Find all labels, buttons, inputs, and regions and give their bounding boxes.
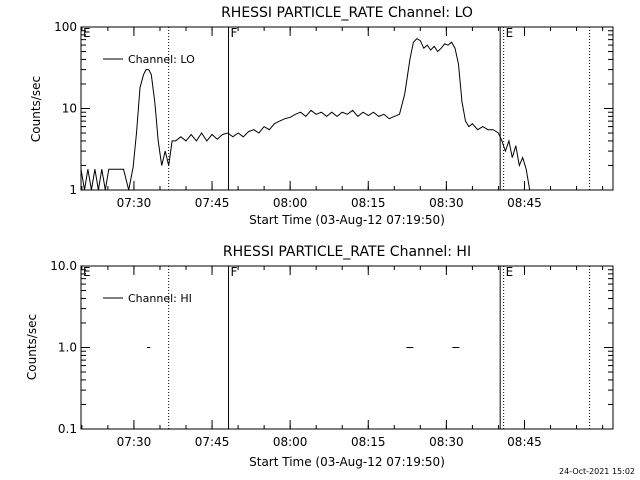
lo-plot-frame (80, 26, 614, 191)
lo-axis-ticks: 07:30 07:45 08:00 08:15 08:30 08:45 1 10 100 (54, 20, 613, 210)
x-tick-label: 08:45 (507, 435, 542, 449)
time-marker-label: F (231, 26, 238, 40)
x-tick-label: 08:15 (351, 435, 386, 449)
lo-series-group (80, 37, 531, 191)
x-tick-label: 08:00 (273, 435, 308, 449)
lo-chart-title: RHESSI PARTICLE_RATE Channel: LO (221, 5, 473, 21)
render-timestamp: 24-Oct-2021 15:02 (559, 467, 635, 476)
y-tick-label: 10 (62, 102, 77, 116)
y-tick-label: 0.1 (58, 422, 77, 436)
hi-legend: Channel: HI (103, 292, 192, 305)
time-marker-label: E (83, 265, 91, 279)
lo-legend-label: Channel: LO (128, 53, 195, 66)
time-marker-label: F (231, 265, 238, 279)
lo-channel-panel: RHESSI PARTICLE_RATE Channel: LO Counts/… (29, 5, 614, 227)
series-line (80, 37, 531, 191)
hi-x-axis-label: Start Time (03-Aug-12 07:19:50) (249, 455, 445, 469)
lo-x-axis-label: Start Time (03-Aug-12 07:19:50) (249, 213, 445, 227)
time-marker-label: E (506, 265, 514, 279)
x-tick-label: 07:45 (195, 196, 230, 210)
hi-axis-ticks: 07:30 07:45 08:00 08:15 08:30 08:45 0.1 1.0 10.0 (50, 259, 613, 449)
time-marker-label: E (506, 26, 514, 40)
x-tick-label: 07:30 (117, 435, 152, 449)
y-tick-label: 10.0 (50, 259, 77, 273)
x-tick-label: 07:30 (117, 196, 152, 210)
x-tick-label: 08:15 (351, 196, 386, 210)
hi-channel-panel: RHESSI PARTICLE_RATE Channel: HI Counts/… (25, 244, 614, 469)
lo-legend: Channel: LO (103, 53, 195, 66)
hi-legend-label: Channel: HI (128, 292, 192, 305)
hi-y-axis-label: Counts/sec (25, 314, 39, 380)
lo-y-axis-label: Counts/sec (29, 76, 43, 142)
x-tick-label: 08:00 (273, 196, 308, 210)
time-marker-label: E (83, 26, 91, 40)
y-tick-label: 1 (69, 183, 77, 197)
x-tick-label: 08:45 (507, 196, 542, 210)
hi-chart-title: RHESSI PARTICLE_RATE Channel: HI (223, 244, 471, 260)
x-tick-label: 08:30 (429, 435, 464, 449)
hi-plot-frame (80, 265, 614, 430)
y-tick-label: 100 (54, 20, 77, 34)
x-tick-label: 08:30 (429, 196, 464, 210)
x-tick-label: 07:45 (195, 435, 230, 449)
y-tick-label: 1.0 (58, 341, 77, 355)
